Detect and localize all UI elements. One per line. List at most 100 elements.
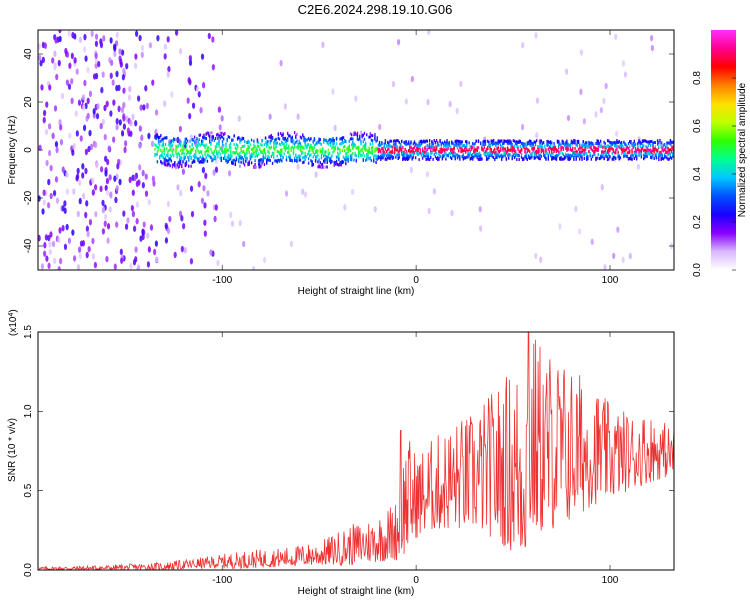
heatmap-cell (568, 157, 570, 161)
heatmap-cell (198, 151, 200, 155)
heatmap-cell (508, 148, 510, 152)
heatmap-cell (268, 158, 270, 162)
heatmap-cell (97, 60, 101, 68)
heatmap-cell (567, 148, 569, 152)
heatmap-cell (432, 142, 434, 146)
heatmap-cell (234, 162, 237, 166)
heatmap-cell (577, 147, 580, 151)
heatmap-cell (160, 134, 162, 138)
heatmap-cell (397, 153, 399, 157)
heatmap-cell (154, 143, 156, 147)
heatmap-cell (516, 152, 518, 156)
heatmap-cell (49, 164, 53, 172)
heatmap-cell (644, 151, 646, 155)
heatmap-cell (311, 161, 313, 165)
heatmap-cell (517, 154, 519, 158)
heatmap-cell (403, 153, 405, 157)
heatmap-cell (101, 71, 105, 78)
heatmap-cell (188, 112, 192, 120)
heatmap-cell (165, 136, 168, 140)
heatmap-cell (504, 153, 506, 157)
heatmap-cell (484, 139, 487, 143)
heatmap-cell (376, 155, 378, 159)
heatmap-cell (526, 150, 529, 154)
heatmap-cell (437, 143, 439, 147)
heatmap-cell (363, 131, 366, 135)
heatmap-cell (374, 137, 376, 141)
heatmap-cell (229, 149, 232, 153)
heatmap-cell (375, 139, 377, 143)
heatmap-cell (395, 142, 397, 146)
heatmap-cell (275, 159, 277, 163)
heatmap-cell (327, 148, 330, 152)
heatmap-cell (596, 156, 598, 160)
heatmap-cell (260, 164, 262, 168)
heatmap-cell (409, 145, 411, 149)
heatmap-cell (153, 248, 157, 256)
heatmap-cell (165, 163, 168, 167)
heatmap-cell (285, 138, 288, 142)
heatmap-cell (52, 189, 57, 197)
heatmap-cell (326, 155, 328, 159)
heatmap-cell (279, 151, 282, 155)
heatmap-cell (302, 161, 304, 165)
heatmap-cell (246, 151, 248, 155)
heatmap-cell (332, 136, 334, 140)
heatmap-cell (164, 222, 168, 230)
heatmap-cell (184, 162, 186, 166)
heatmap-cell (197, 140, 199, 144)
heatmap-cell (665, 146, 667, 150)
heatmap-cell (611, 143, 613, 147)
heatmap-cell (165, 159, 168, 163)
heatmap-cell (634, 146, 637, 150)
heatmap-cell (330, 138, 332, 142)
heatmap-cell (577, 228, 582, 235)
heatmap-cell (191, 161, 193, 165)
heatmap-cell (477, 146, 480, 150)
heatmap-cell (627, 150, 630, 154)
heatmap-cell (638, 150, 640, 154)
heatmap-cell (477, 157, 480, 161)
heatmap-cell (205, 149, 207, 153)
heatmap-cell (582, 148, 584, 152)
heatmap-cell (300, 152, 303, 156)
heatmap-cell (615, 130, 619, 137)
heatmap-cell (115, 221, 119, 228)
heatmap-cell (648, 148, 651, 152)
heatmap-cell (316, 148, 318, 152)
heatmap-cell (395, 139, 397, 143)
heatmap-cell (186, 156, 189, 160)
heatmap-cell (43, 109, 47, 117)
heatmap-cell (546, 139, 548, 143)
heatmap-cell (340, 163, 342, 167)
heatmap-cell (247, 161, 249, 165)
heatmap-cell (535, 153, 538, 157)
heatmap-cell (115, 70, 119, 78)
heatmap-cell (211, 135, 213, 139)
heatmap-cell (282, 142, 284, 146)
heatmap-cell (470, 156, 473, 160)
heatmap-cell (387, 153, 389, 157)
heatmap-cell (532, 142, 534, 146)
heatmap-cell (214, 136, 217, 140)
heatmap-cell (531, 141, 533, 145)
heatmap-cell (212, 158, 214, 162)
heatmap-cell (200, 139, 203, 143)
heatmap-cell (328, 151, 331, 155)
heatmap-cell (222, 144, 225, 148)
heatmap-cell (473, 145, 475, 149)
heatmap-cell (142, 221, 146, 228)
heatmap-cell (635, 149, 638, 153)
heatmap-cell (356, 134, 359, 138)
snr-y-axis: 0.00.51.01.5 (23, 325, 674, 577)
heatmap-cell (449, 151, 452, 155)
heatmap-cell (373, 155, 375, 159)
heatmap-cell (148, 42, 153, 49)
heatmap-cell (76, 167, 80, 175)
heatmap-cell (206, 147, 209, 151)
heatmap-cell (172, 148, 175, 152)
heatmap-cell (202, 154, 204, 158)
heatmap-cell (145, 102, 149, 110)
heatmap-cell (353, 131, 355, 135)
heatmap-cell (193, 140, 196, 144)
